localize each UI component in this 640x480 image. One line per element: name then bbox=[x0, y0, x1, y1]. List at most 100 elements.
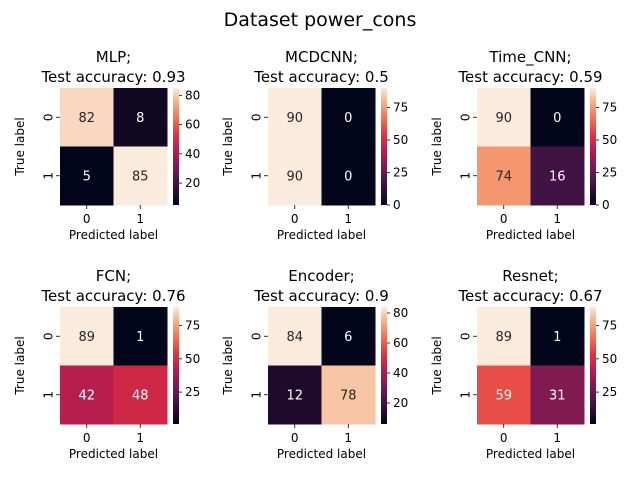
y-axis-label: True label bbox=[430, 336, 444, 395]
x-axis-label: Predicted label bbox=[277, 447, 366, 461]
x-tick-label: 0 bbox=[291, 212, 299, 226]
colorbar-tick-label: 25 bbox=[393, 166, 408, 180]
y-tick-label: 0 bbox=[250, 332, 264, 340]
cell-value-label: 31 bbox=[549, 388, 566, 403]
colorbar-tick-label: 75 bbox=[393, 101, 408, 115]
cell-value-label: 0 bbox=[344, 169, 352, 184]
heatmap-time-cnn: Time_CNN;Test accuracy: 0.59 90 0 74 16 0 1 0 1 P… bbox=[430, 48, 617, 242]
colorbar-tick-label: 75 bbox=[602, 101, 617, 115]
colorbar-tick-label: 50 bbox=[602, 352, 617, 366]
heatmap-cell bbox=[321, 146, 376, 206]
heatmap-cell bbox=[321, 88, 376, 147]
x-tick-label: 1 bbox=[136, 431, 144, 445]
panel-subtitle: Test accuracy: 0.59 bbox=[457, 68, 602, 86]
heatmap-cell bbox=[477, 88, 531, 147]
colorbar-tick-label: 60 bbox=[393, 336, 408, 350]
x-tick-label: 0 bbox=[83, 212, 91, 226]
colorbar bbox=[381, 307, 387, 424]
y-axis-label: True label bbox=[430, 117, 444, 176]
heatmap-cell bbox=[60, 146, 114, 206]
cell-value-label: 78 bbox=[340, 388, 357, 403]
heatmap-cell bbox=[60, 307, 114, 366]
colorbar-tick-label: 75 bbox=[185, 319, 200, 333]
panel-title: Encoder; bbox=[288, 267, 354, 285]
y-tick-label: 1 bbox=[250, 172, 264, 180]
colorbar bbox=[590, 88, 596, 205]
colorbar-tick-label: 80 bbox=[185, 88, 200, 102]
y-tick-label: 0 bbox=[250, 113, 264, 121]
cell-value-label: 42 bbox=[78, 388, 95, 403]
panel-subtitle: Test accuracy: 0.93 bbox=[40, 68, 185, 86]
colorbar-tick-label: 20 bbox=[185, 176, 200, 190]
colorbar-tick-label: 40 bbox=[185, 147, 200, 161]
colorbar-tick-label: 25 bbox=[602, 166, 617, 180]
cell-value-label: 85 bbox=[132, 169, 149, 184]
heatmap-cell bbox=[268, 365, 322, 425]
heatmap-resnet: Resnet; Test accuracy: 0.67 89 1 59 31 0 1 0 1 Pre… bbox=[430, 267, 617, 461]
heatmap-cell bbox=[530, 365, 585, 425]
heatmap-cell bbox=[321, 365, 376, 425]
x-tick-label: 0 bbox=[291, 431, 299, 445]
x-axis-label: Predicted label bbox=[69, 447, 158, 461]
cell-value-label: 90 bbox=[286, 111, 303, 126]
x-tick-label: 0 bbox=[500, 212, 508, 226]
x-tick-label: 0 bbox=[500, 431, 508, 445]
cell-value-label: 82 bbox=[78, 111, 95, 126]
panel-subtitle: Test accuracy: 0.67 bbox=[457, 287, 602, 305]
heatmap-cell bbox=[321, 307, 376, 366]
panel-title: Time_CNN; bbox=[488, 48, 571, 67]
colorbar-tick-label: 40 bbox=[393, 366, 408, 380]
panel-title: MLP; bbox=[96, 48, 131, 66]
x-tick-label: 0 bbox=[83, 431, 91, 445]
heatmap-cell bbox=[477, 307, 531, 366]
heatmap-cell bbox=[113, 365, 168, 425]
cell-value-label: 59 bbox=[495, 388, 512, 403]
colorbar-tick-label: 20 bbox=[393, 396, 408, 410]
y-tick-label: 1 bbox=[250, 391, 264, 399]
y-axis-label: True label bbox=[13, 336, 27, 395]
colorbar bbox=[381, 88, 387, 205]
colorbar-tick-label: 75 bbox=[602, 319, 617, 333]
cell-value-label: 1 bbox=[553, 330, 561, 345]
heatmap-cell bbox=[530, 307, 585, 366]
y-tick-label: 1 bbox=[42, 172, 56, 180]
y-tick-label: 0 bbox=[42, 332, 56, 340]
x-axis-label: Predicted label bbox=[277, 228, 366, 242]
heatmap-cell bbox=[477, 146, 531, 206]
heatmap-cell bbox=[530, 146, 585, 206]
panel-subtitle: Test accuracy: 0.9 bbox=[253, 287, 389, 305]
heatmap-fcn: FCN; Test accuracy: 0.76 89 1 42 48 0 1 0 1 Predic… bbox=[13, 267, 200, 461]
cell-value-label: 0 bbox=[553, 111, 561, 126]
colorbar-tick-label: 50 bbox=[185, 352, 200, 366]
colorbar-tick-label: 60 bbox=[185, 118, 200, 132]
heatmap-cell bbox=[113, 307, 168, 366]
y-tick-label: 1 bbox=[459, 172, 473, 180]
y-tick-label: 0 bbox=[42, 113, 56, 121]
heatmap-mcdcnn: MCDCNN; Test accuracy: 0.5 90 0 90 0 0 1 0 1 Predi… bbox=[221, 48, 408, 242]
colorbar-tick-label: 50 bbox=[602, 133, 617, 147]
x-tick-label: 1 bbox=[553, 212, 561, 226]
x-axis-label: Predicted label bbox=[486, 447, 575, 461]
colorbar-tick-label: 0 bbox=[393, 198, 401, 212]
panel-subtitle: Test accuracy: 0.5 bbox=[253, 68, 389, 86]
heatmap-cell bbox=[268, 307, 322, 366]
heatmap-cell bbox=[268, 146, 322, 206]
x-tick-label: 1 bbox=[553, 431, 561, 445]
y-tick-label: 0 bbox=[459, 332, 473, 340]
cell-value-label: 90 bbox=[286, 169, 303, 184]
y-axis-label: True label bbox=[221, 117, 235, 176]
cell-value-label: 74 bbox=[495, 169, 512, 184]
cell-value-label: 12 bbox=[286, 388, 303, 403]
cell-value-label: 90 bbox=[495, 111, 512, 126]
colorbar-tick-label: 50 bbox=[393, 133, 408, 147]
x-tick-label: 1 bbox=[344, 212, 352, 226]
cell-value-label: 0 bbox=[344, 111, 352, 126]
colorbar-tick-label: 25 bbox=[602, 385, 617, 399]
colorbar-tick-label: 0 bbox=[602, 198, 610, 212]
cell-value-label: 48 bbox=[132, 388, 149, 403]
colorbar bbox=[173, 88, 179, 205]
cell-value-label: 16 bbox=[549, 169, 566, 184]
